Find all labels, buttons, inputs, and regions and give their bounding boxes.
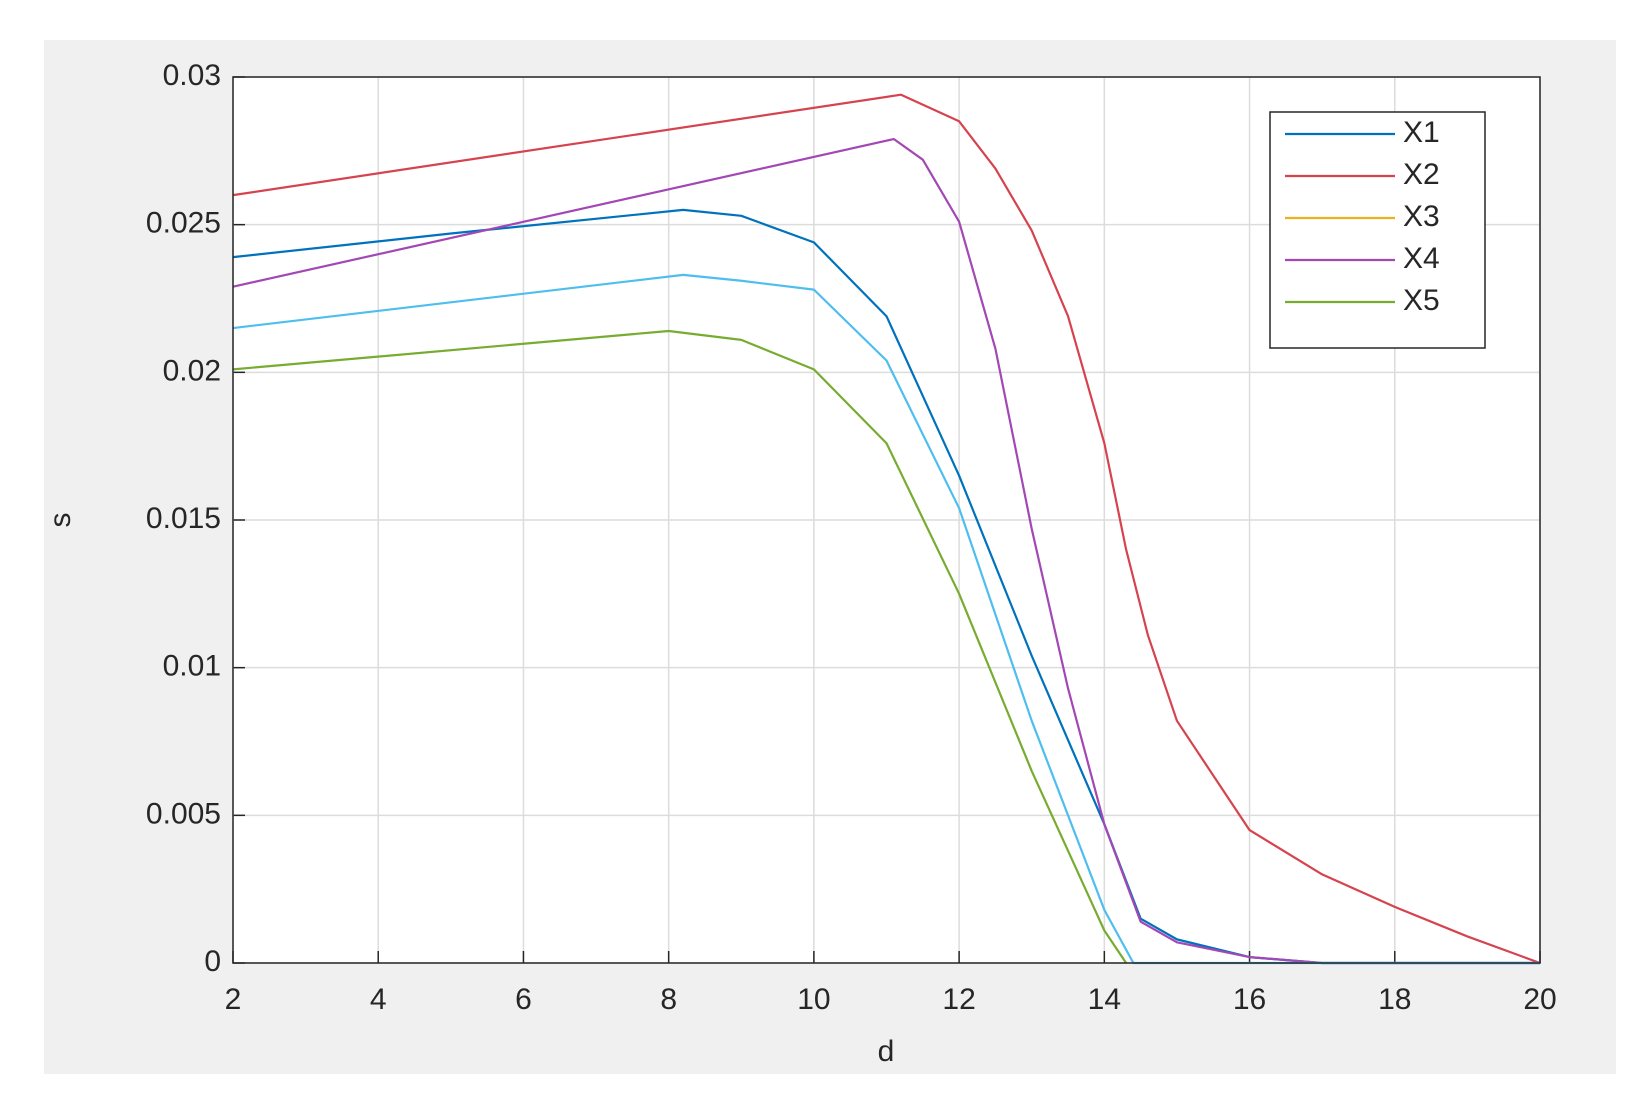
legend-label: X1	[1403, 116, 1440, 149]
x-tick-label: 4	[370, 983, 387, 1016]
x-tick-label: 18	[1378, 983, 1411, 1016]
series-line	[232, 137, 1540, 965]
x-tick-label: 6	[515, 983, 532, 1016]
y-axis-label: s	[44, 513, 77, 528]
axes-box	[232, 76, 1541, 964]
legend: X1 X2 X3 X4 X5	[1269, 111, 1486, 349]
legend-label: X4	[1403, 242, 1440, 275]
legend-label: X2	[1403, 158, 1440, 191]
series-line	[232, 273, 1540, 965]
x-tick-label: 20	[1523, 983, 1556, 1016]
series-line	[232, 93, 1541, 965]
x-tick-label: 10	[797, 983, 830, 1016]
series-line	[232, 329, 1128, 964]
legend-label: X3	[1403, 200, 1440, 233]
x-tick-label: 2	[225, 983, 242, 1016]
x-tick-label: 12	[942, 983, 975, 1016]
legend-box	[1269, 111, 1486, 349]
legend-label: X5	[1403, 284, 1440, 317]
lines	[232, 93, 1541, 965]
y-tick-label: 0.01	[163, 650, 221, 683]
x-tick-label: 8	[660, 983, 677, 1016]
y-tick-label: 0	[204, 945, 221, 978]
y-tick-label: 0.02	[163, 354, 221, 387]
x-tick-label: 16	[1233, 983, 1266, 1016]
x-axis-label: d	[878, 1035, 895, 1068]
y-tick-label: 0.03	[163, 59, 221, 92]
y-tick-label: 0.015	[146, 502, 221, 535]
y-tick-label: 0.025	[146, 207, 221, 240]
y-tick-label: 0.005	[146, 797, 221, 830]
x-tick-label: 14	[1088, 983, 1121, 1016]
